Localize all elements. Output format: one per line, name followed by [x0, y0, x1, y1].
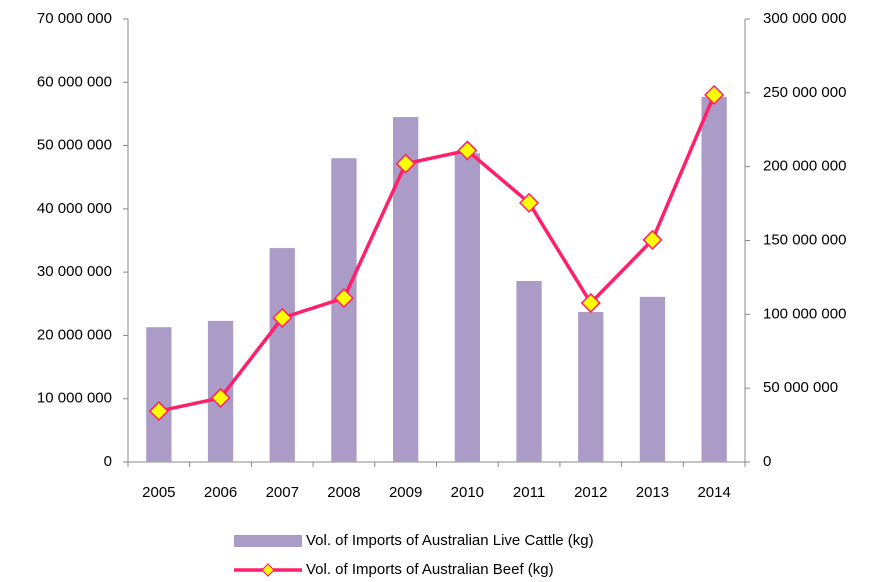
- y-tick-label: 0: [104, 453, 112, 470]
- x-tick-label: 2009: [389, 484, 422, 501]
- marker: [518, 192, 540, 213]
- marker: [395, 153, 416, 174]
- legend-label: Vol. of Imports of Australian Beef (kg): [306, 561, 554, 578]
- x-tick-label: 2006: [204, 484, 237, 501]
- bar: [146, 327, 172, 462]
- y2-tick-label: 300 000 000: [763, 10, 846, 27]
- marker: [210, 387, 231, 408]
- y-tick-label: 60 000 000: [37, 73, 112, 90]
- x-tick-label: 2012: [574, 484, 607, 501]
- y2-tick-label: 100 000 000: [763, 305, 846, 322]
- y2-tick-label: 0: [763, 453, 771, 470]
- marker: [148, 400, 169, 422]
- y-tick-label: 70 000 000: [37, 10, 112, 27]
- bar: [454, 153, 480, 462]
- y2-tick-label: 50 000 000: [763, 379, 838, 396]
- bar: [701, 96, 727, 462]
- y-tick-label: 40 000 000: [37, 200, 112, 217]
- y-tick-label: 50 000 000: [37, 137, 112, 154]
- y2-tick-label: 200 000 000: [763, 158, 846, 175]
- line: [158, 94, 716, 413]
- marker: [580, 292, 601, 314]
- y-tick-label: 30 000 000: [37, 263, 112, 280]
- marker: [642, 229, 663, 250]
- y-tick-label: 20 000 000: [37, 326, 112, 343]
- y2-tick-label: 250 000 000: [763, 84, 846, 101]
- marker: [704, 84, 725, 105]
- legend-marker: [261, 563, 275, 577]
- bar: [393, 117, 419, 462]
- x-tick-label: 2005: [142, 484, 175, 501]
- y-tick-label: 10 000 000: [37, 390, 112, 407]
- bar: [578, 312, 604, 462]
- legend-swatch: [234, 535, 302, 547]
- legend-label: Vol. of Imports of Australian Live Cattl…: [306, 532, 594, 549]
- x-tick-label: 2007: [266, 484, 299, 501]
- marker: [333, 288, 355, 309]
- bar: [639, 296, 666, 462]
- marker: [272, 307, 293, 328]
- marker: [457, 140, 478, 161]
- bar: [516, 281, 542, 462]
- x-tick-label: 2013: [636, 484, 669, 501]
- x-tick-label: 2011: [513, 484, 545, 501]
- x-tick-label: 2014: [697, 484, 730, 501]
- x-tick-label: 2010: [451, 484, 484, 501]
- x-tick-label: 2008: [327, 484, 360, 501]
- bar: [331, 158, 357, 462]
- bar: [269, 248, 295, 462]
- y2-tick-label: 150 000 000: [763, 231, 846, 248]
